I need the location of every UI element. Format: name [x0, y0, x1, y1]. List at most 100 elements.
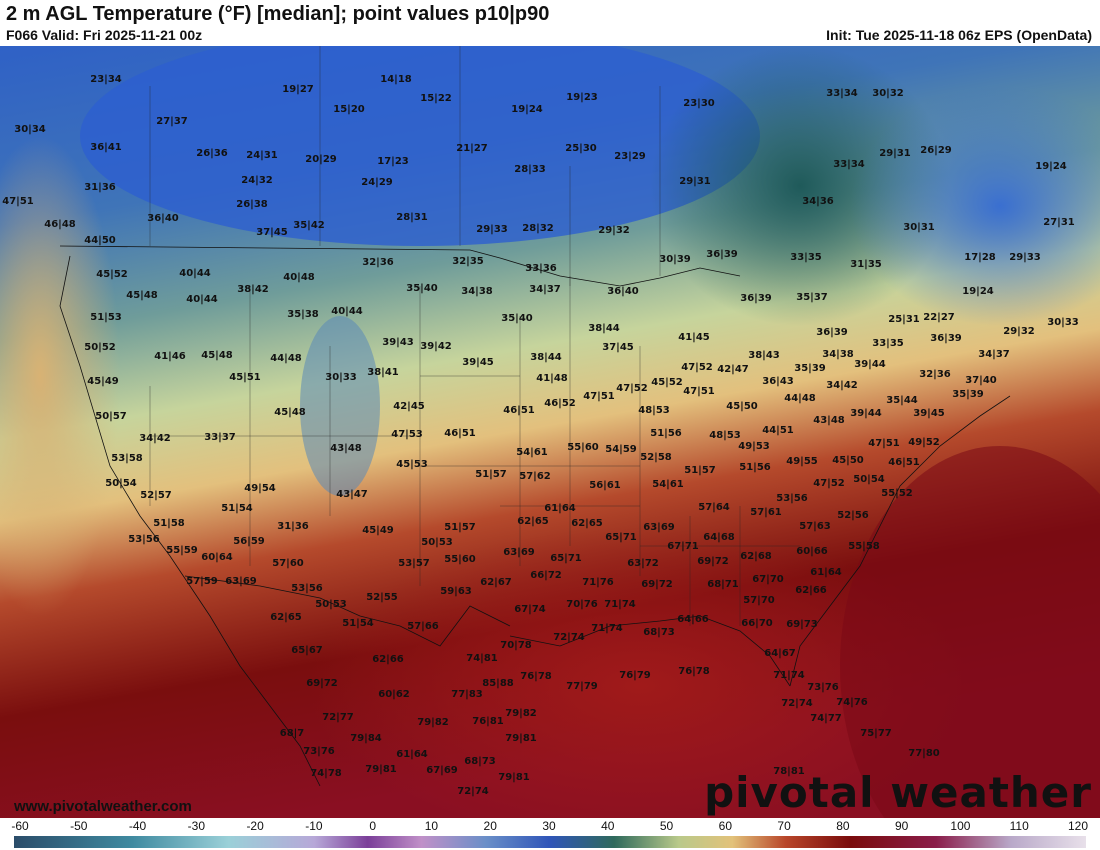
- point-value: 49|53: [738, 441, 770, 452]
- point-value: 34|42: [139, 433, 171, 444]
- point-value: 65|71: [550, 553, 582, 564]
- point-value: 29|31: [679, 176, 711, 187]
- colorbar-strip: [14, 836, 1086, 848]
- point-value: 73|76: [807, 682, 839, 693]
- point-value: 17|28: [964, 252, 996, 263]
- point-value: 48|53: [709, 430, 741, 441]
- point-value: 47|52: [616, 383, 648, 394]
- colorbar-tick-label: 90: [894, 819, 909, 833]
- point-value: 55|59: [166, 545, 198, 556]
- point-value: 23|30: [683, 98, 715, 109]
- point-value: 40|44: [186, 294, 218, 305]
- point-value: 26|38: [236, 199, 268, 210]
- point-value: 27|31: [1043, 217, 1075, 228]
- pacific-ocean-area: [0, 136, 120, 616]
- point-value: 24|32: [241, 175, 273, 186]
- point-value: 51|57: [444, 522, 476, 533]
- point-value: 63|69: [503, 547, 535, 558]
- point-value: 55|52: [881, 488, 913, 499]
- point-value: 23|34: [90, 74, 122, 85]
- point-value: 30|34: [14, 124, 46, 135]
- point-value: 63|69: [225, 576, 257, 587]
- point-value: 43|47: [336, 489, 368, 500]
- point-value: 46|52: [544, 398, 576, 409]
- point-value: 50|53: [421, 537, 453, 548]
- point-value: 46|51: [888, 457, 920, 468]
- point-value: 27|37: [156, 116, 188, 127]
- point-value: 62|65: [571, 518, 603, 529]
- colorbar-ticks: -60 -50 -40 -30 -20 -10 0 10 20 30 40 50 60 70 80 90 100…: [0, 818, 1100, 834]
- point-value: 34|38: [461, 286, 493, 297]
- point-value: 53|57: [398, 558, 430, 569]
- point-value: 49|54: [244, 483, 276, 494]
- point-value: 63|72: [627, 558, 659, 569]
- point-value: 41|48: [536, 373, 568, 384]
- point-value: 33|36: [525, 263, 557, 274]
- point-value: 35|37: [796, 292, 828, 303]
- point-value: 31|36: [84, 182, 116, 193]
- point-value: 51|56: [739, 462, 771, 473]
- point-value: 56|59: [233, 536, 265, 547]
- point-value: 56|61: [589, 480, 621, 491]
- point-value: 36|40: [147, 213, 179, 224]
- point-value: 30|33: [325, 372, 357, 383]
- point-value: 52|57: [140, 490, 172, 501]
- atlantic-warm-area: [840, 446, 1100, 818]
- point-value: 60|64: [201, 552, 233, 563]
- point-value: 25|31: [888, 314, 920, 325]
- rockies-cool-area: [300, 316, 380, 496]
- point-value: 50|52: [84, 342, 116, 353]
- point-value: 37|45: [256, 227, 288, 238]
- temperature-map[interactable]: 23|34 19|27 14|18 15|22 19|24 19|23 23|30 33|34…: [0, 46, 1100, 818]
- point-value: 29|32: [598, 225, 630, 236]
- point-value: 64|66: [677, 614, 709, 625]
- point-value: 14|18: [380, 74, 412, 85]
- point-value: 57|60: [272, 558, 304, 569]
- point-value: 61|64: [810, 567, 842, 578]
- point-value: 61|64: [396, 749, 428, 760]
- point-value: 54|61: [516, 447, 548, 458]
- point-value: 35|38: [287, 309, 319, 320]
- point-value: 49|52: [908, 437, 940, 448]
- point-value: 67|71: [667, 541, 699, 552]
- point-value: 35|44: [886, 395, 918, 406]
- point-value: 71|74: [591, 623, 623, 634]
- point-value: 34|38: [822, 349, 854, 360]
- point-value: 51|54: [342, 618, 374, 629]
- point-value: 36|39: [930, 333, 962, 344]
- point-value: 25|30: [565, 143, 597, 154]
- point-value: 38|44: [530, 352, 562, 363]
- point-value: 39|45: [462, 357, 494, 368]
- valid-time: F066 Valid: Fri 2025-11-21 00z: [6, 27, 203, 43]
- point-value: 64|68: [703, 532, 735, 543]
- point-value: 48|53: [638, 405, 670, 416]
- point-value: 55|60: [444, 554, 476, 565]
- point-value: 45|50: [726, 401, 758, 412]
- point-value: 61|64: [544, 503, 576, 514]
- point-value: 44|50: [84, 235, 116, 246]
- point-value: 36|41: [90, 142, 122, 153]
- point-value: 40|44: [331, 306, 363, 317]
- point-value: 19|23: [566, 92, 598, 103]
- border-us-canada: [59, 245, 741, 287]
- coastline-east: [789, 395, 1011, 687]
- point-value: 79|81: [498, 772, 530, 783]
- point-value: 72|77: [322, 712, 354, 723]
- point-value: 45|51: [229, 372, 261, 383]
- point-value: 33|35: [790, 252, 822, 263]
- point-value: 33|35: [872, 338, 904, 349]
- point-value: 38|43: [748, 350, 780, 361]
- point-value: 46|51: [444, 428, 476, 439]
- point-value: 69|72: [641, 579, 673, 590]
- point-value: 49|55: [786, 456, 818, 467]
- point-value: 54|59: [605, 444, 637, 455]
- point-value: 22|27: [923, 312, 955, 323]
- point-value: 31|36: [277, 521, 309, 532]
- point-value: 51|54: [221, 503, 253, 514]
- init-time: Init: Tue 2025-11-18 06z EPS (OpenData): [826, 27, 1092, 43]
- point-value: 42|47: [717, 364, 749, 375]
- point-value: 60|66: [796, 546, 828, 557]
- point-value: 32|35: [452, 256, 484, 267]
- point-value: 26|29: [920, 145, 952, 156]
- point-value: 53|56: [291, 583, 323, 594]
